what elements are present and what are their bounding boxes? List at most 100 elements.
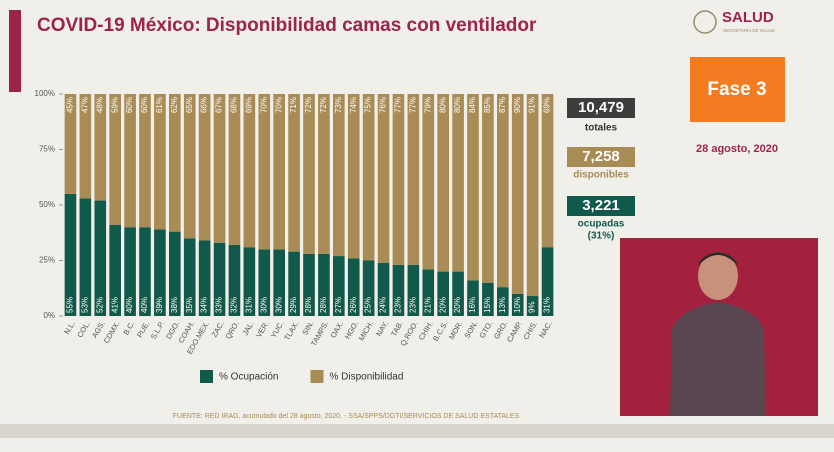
value-label: 15% [483,297,492,313]
value-label: 72% [319,97,328,113]
bar-segment [273,249,285,316]
speaker-hair [698,252,738,266]
bar-segment [258,249,271,316]
value-label: 34% [200,297,209,313]
value-label: 90% [513,97,522,113]
value-label: 35% [185,297,194,313]
value-label: 67% [215,97,224,113]
bar-segment [64,193,77,316]
bar-segment [258,94,271,250]
value-label: 75% [364,97,373,113]
available-box [567,147,635,167]
bar-segment [422,94,435,270]
bar-segment [124,227,136,316]
occupied-pct: (31%) [588,231,615,242]
bar-segment [526,296,539,316]
value-label: 60% [125,97,134,113]
bar-segment [109,224,121,316]
bottom-strip [0,424,834,438]
bar-segment [482,94,494,283]
bar-segment [94,94,107,201]
bar-segment [452,94,464,272]
bar-segment [452,271,464,316]
bar-segment [497,287,509,316]
value-label: 33% [215,297,224,313]
bar-segment [243,247,256,316]
y-tick-label: 75% [39,145,55,154]
value-label: 87% [498,97,507,113]
speaker-head [698,252,738,300]
total-label: totales [585,123,618,134]
available-value: 7,258 [582,148,620,165]
value-label: 79% [423,97,432,113]
value-label: 72% [304,97,313,113]
bar-segment [392,264,405,316]
value-label: 40% [140,297,149,313]
bar-segment [183,238,196,316]
value-label: 31% [244,297,253,313]
bar-segment [154,229,166,316]
y-tick-label: 25% [39,256,55,265]
bar-segment [482,282,494,316]
bar-segment [541,247,554,316]
bar-segment [333,94,345,257]
value-label: 69% [543,97,552,113]
value-label: 80% [438,97,447,113]
value-label: 60% [140,97,149,113]
value-label: 27% [334,297,343,313]
value-label: 29% [289,297,298,313]
bar-segment [362,260,375,316]
value-label: 53% [80,297,89,313]
bar-segment [139,94,151,228]
bar-segment [79,198,92,316]
value-label: 32% [230,297,239,313]
legend-swatch [200,370,213,383]
value-label: 77% [394,97,403,113]
bar-segment [318,94,330,254]
bar-segment [198,240,211,316]
value-label: 21% [423,297,432,313]
bar-segment [124,94,136,228]
value-label: 39% [155,297,164,313]
bar-segment [288,251,300,316]
bar-segment [79,94,92,199]
value-label: 23% [394,297,403,313]
bar-segment [139,227,151,316]
bar-segment [154,94,166,230]
value-label: 28% [304,297,313,313]
bar-segment [303,253,315,316]
value-label: 40% [125,297,134,313]
bar-segment [541,94,554,248]
bar-segment [169,231,181,316]
total-box [567,98,635,118]
value-label: 30% [274,297,283,313]
value-label: 66% [200,97,209,113]
bar-segment [243,94,256,248]
title: COVID-19 México: Disponibilidad camas co… [37,15,537,36]
bar-segment [497,94,509,288]
value-label: 20% [453,297,462,313]
logo-subtitle: SECRETARÍA DE SALUD [723,27,776,33]
y-tick-label: 50% [39,200,55,209]
value-label: 76% [379,97,388,113]
phase: Fase 3 [707,79,766,100]
value-label: 30% [259,297,268,313]
value-label: 9% [528,301,537,313]
value-label: 13% [498,297,507,313]
bar-segment [64,94,77,194]
value-label: 77% [408,97,417,113]
value-label: 10% [513,297,522,313]
legend-label: % Ocupación [219,372,278,383]
bar-segment [437,94,449,272]
y-tick-label: 0% [43,311,55,320]
value-label: 73% [334,97,343,113]
value-label: 71% [289,97,298,113]
value-label: 31% [543,297,552,313]
value-label: 45% [66,97,75,113]
bar-segment [303,94,315,254]
source: FUENTE: RED IRAG, acumulado del 28 agost… [173,413,520,420]
value-label: 47% [80,97,89,113]
value-label: 69% [244,97,253,113]
speaker-body [670,302,766,416]
value-label: 80% [453,97,462,113]
